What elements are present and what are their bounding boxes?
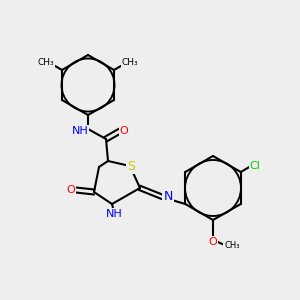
Text: CH₃: CH₃: [38, 58, 54, 67]
Text: O: O: [120, 126, 128, 136]
Text: O: O: [67, 185, 75, 195]
Text: S: S: [127, 160, 135, 172]
Text: CH₃: CH₃: [224, 242, 240, 250]
Text: NH: NH: [106, 209, 122, 219]
Text: N: N: [163, 190, 173, 202]
Text: Cl: Cl: [250, 161, 260, 171]
Text: CH₃: CH₃: [122, 58, 138, 67]
Text: NH: NH: [72, 126, 88, 136]
Text: O: O: [208, 237, 217, 247]
